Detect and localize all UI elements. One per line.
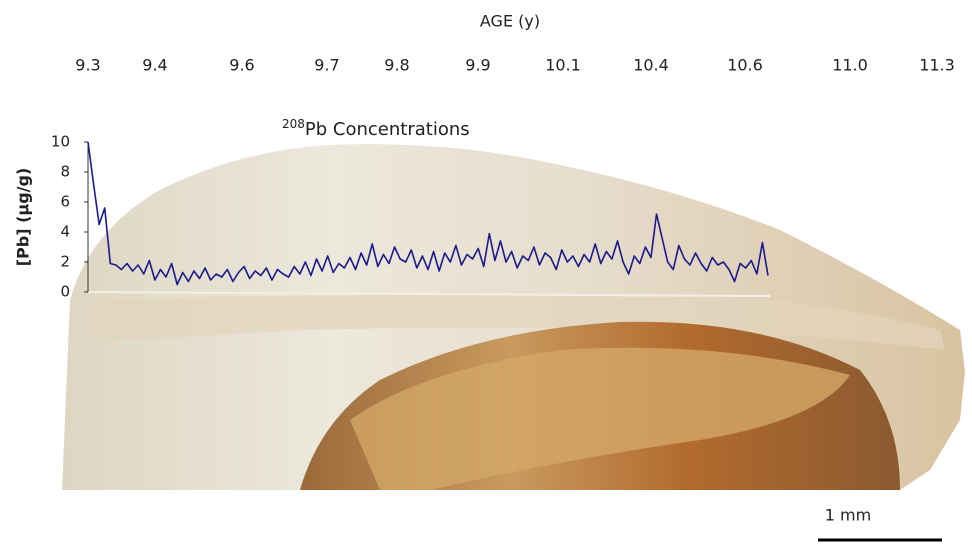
age-label: 9.3 — [75, 56, 100, 75]
y-tick-label: 0 — [60, 283, 70, 301]
age-label: 10.6 — [727, 56, 763, 75]
age-label: 9.7 — [314, 56, 339, 75]
age-label: 9.4 — [142, 56, 167, 75]
scale-bar-label: 1 mm — [825, 506, 871, 525]
y-tick-label: 2 — [60, 253, 70, 271]
age-label: 9.9 — [465, 56, 490, 75]
chart-title: 208Pb Concentrations — [282, 117, 470, 141]
y-axis-title: [Pb] (µg/g) — [14, 168, 33, 267]
age-label: 11.0 — [832, 56, 868, 75]
specimen-pulp — [350, 347, 850, 490]
age-label: 10.4 — [633, 56, 669, 75]
age-label: 11.3 — [919, 56, 955, 75]
data-line — [87, 141, 769, 286]
y-tick-label: 8 — [60, 163, 70, 181]
x-axis-gap — [87, 291, 771, 297]
y-tick-label: 10 — [51, 133, 70, 151]
age-label: 9.8 — [384, 56, 409, 75]
specimen-band — [90, 295, 945, 350]
age-label: 10.1 — [545, 56, 581, 75]
y-tick-label: 6 — [60, 193, 70, 211]
y-tick-label: 4 — [60, 223, 70, 241]
top-axis-title: AGE (y) — [480, 12, 540, 31]
age-label: 9.6 — [229, 56, 254, 75]
